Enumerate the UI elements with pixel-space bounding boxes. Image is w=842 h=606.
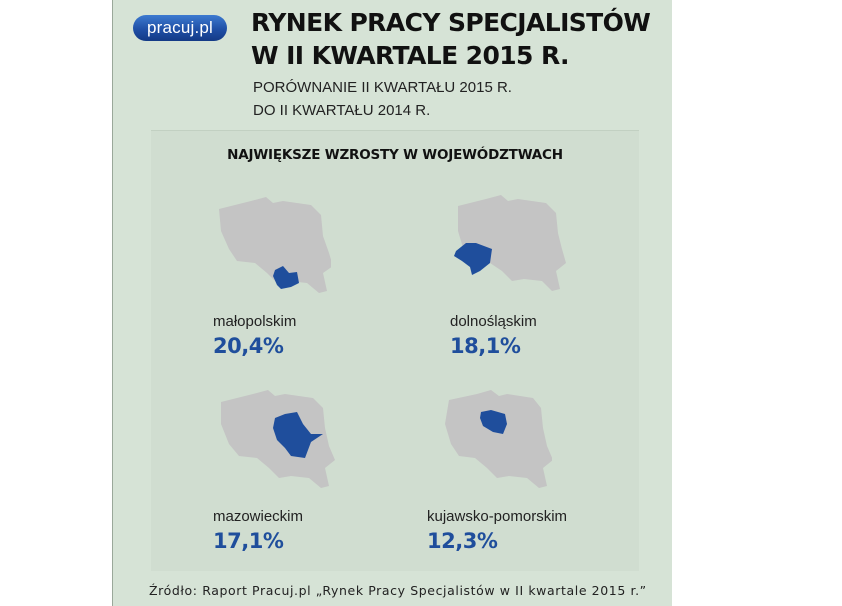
region-card-mazowieckie: mazowieckim 17,1%: [213, 388, 433, 568]
region-value: 18,1%: [450, 334, 521, 358]
region-name: mazowieckim: [213, 508, 304, 525]
subtitle-line-2: DO II KWARTAŁU 2014 R.: [253, 102, 431, 119]
pracuj-logo: pracuj.pl: [133, 15, 227, 41]
region-value: 12,3%: [427, 529, 498, 553]
infographic: pracuj.pl RYNEK PRACY SPECJALISTÓW W II …: [112, 0, 672, 606]
region-name: dolnośląskim: [450, 313, 537, 330]
poland-map-mazowieckie-icon: [221, 390, 335, 488]
region-name: małopolskim: [213, 313, 297, 330]
region-card-kujawsko-pomorskie: kujawsko-pomorskim 12,3%: [427, 388, 647, 568]
region-card-malopolskie: małopolskim 20,4%: [211, 191, 431, 371]
title-line-1: RYNEK PRACY SPECJALISTÓW: [251, 8, 651, 37]
poland-map-malopolskie-icon: [219, 197, 331, 293]
region-value: 17,1%: [213, 529, 284, 553]
subtitle-line-1: PORÓWNANIE II KWARTAŁU 2015 R.: [253, 79, 512, 96]
region-name: kujawsko-pomorskim: [427, 508, 568, 525]
source-note: Źródło: Raport Pracuj.pl „Rynek Pracy Sp…: [149, 583, 647, 598]
region-value: 20,4%: [213, 334, 284, 358]
title-line-2: W II KWARTALE 2015 R.: [251, 41, 570, 70]
section-title: NAJWIĘKSZE WZROSTY W WOJEWÓDZTWACH: [227, 147, 563, 163]
subtitle: PORÓWNANIE II KWARTAŁU 2015 R. DO II KWA…: [253, 76, 512, 122]
regions-panel: NAJWIĘKSZE WZROSTY W WOJEWÓDZTWACH małop…: [151, 130, 639, 571]
region-card-dolnoslaskie: dolnośląskim 18,1%: [446, 191, 666, 371]
poland-map-kujawsko-pomorskie-icon: [445, 390, 552, 488]
page-title: RYNEK PRACY SPECJALISTÓW W II KWARTALE 2…: [251, 6, 651, 72]
poland-map-dolnoslaskie-icon: [454, 195, 566, 291]
